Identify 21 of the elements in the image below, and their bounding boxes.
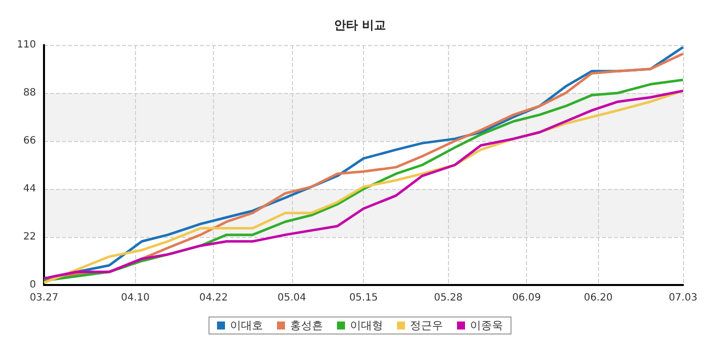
legend-label: 이종욱	[470, 319, 503, 332]
chart-title: 안타 비교	[334, 18, 386, 32]
legend-label: 이대호	[230, 319, 263, 332]
y-tick-label: 110	[16, 40, 36, 50]
legend-label: 이대형	[350, 319, 383, 332]
x-tick-label: 06.09	[512, 292, 541, 304]
legend-label: 정근우	[410, 319, 443, 332]
x-tick-label: 06.20	[584, 292, 613, 304]
x-tick-label: 05.28	[434, 292, 463, 304]
y-tick-label: 88	[23, 88, 36, 98]
y-tick-label: 44	[23, 184, 36, 194]
y-tick-label: 22	[23, 232, 36, 242]
x-tick-label: 04.10	[120, 292, 150, 304]
x-tick-label: 05.15	[349, 292, 378, 304]
y-tick-label: 0	[30, 280, 36, 290]
x-tick-label: 03.27	[30, 292, 58, 304]
y-tick-label: 66	[23, 136, 36, 146]
legend-label: 홍성흔	[290, 319, 323, 332]
x-tick-label: 07.03	[668, 292, 698, 304]
x-tick-label: 04.22	[199, 292, 228, 304]
x-tick-label: 05.04	[277, 292, 306, 304]
